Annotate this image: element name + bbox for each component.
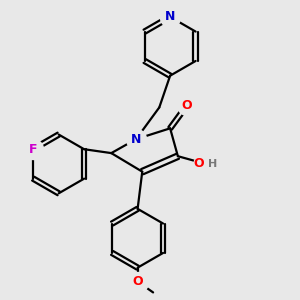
Text: N: N	[165, 11, 175, 23]
Text: H: H	[208, 159, 218, 169]
Text: O: O	[193, 158, 204, 170]
Text: O: O	[132, 275, 143, 288]
Text: N: N	[131, 133, 141, 146]
Text: F: F	[29, 143, 38, 156]
Text: O: O	[182, 99, 193, 112]
